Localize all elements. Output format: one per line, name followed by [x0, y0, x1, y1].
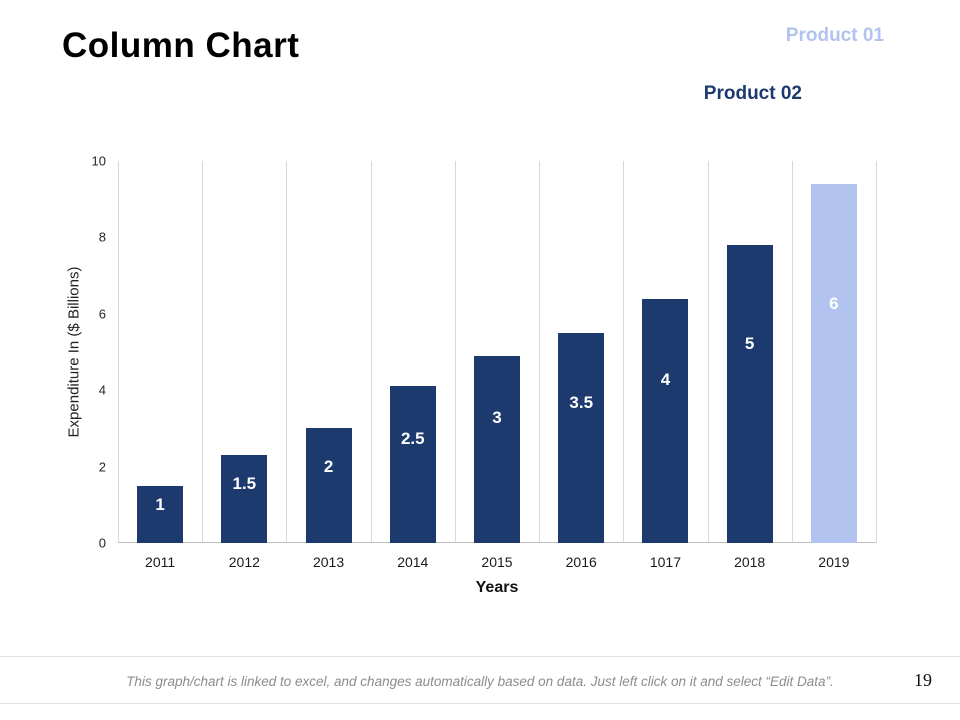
bar-2015: 3 — [474, 355, 520, 543]
vertical-gridline — [454, 161, 456, 543]
bar-2018: 5 — [726, 245, 773, 543]
vertical-gridline — [118, 161, 119, 543]
series-label-product-02: Product 02 — [703, 83, 802, 104]
y-tick-label: 6 — [98, 306, 106, 322]
bar-value-label: 1 — [155, 494, 165, 514]
bar-value-label: 4 — [660, 369, 671, 389]
x-axis-title: Years — [475, 579, 519, 596]
x-tick-label: 2018 — [734, 554, 766, 570]
bar-value-label: 5 — [744, 334, 755, 354]
bar-1017: 4 — [642, 298, 689, 543]
vertical-gridline — [791, 161, 793, 543]
bar-2016: 3.5 — [558, 332, 605, 543]
vertical-gridline — [202, 161, 204, 543]
vertical-gridline — [370, 161, 372, 543]
bar-2014: 2.5 — [389, 386, 436, 543]
y-tick-label: 10 — [91, 153, 106, 169]
bar-2013: 2 — [305, 428, 352, 543]
x-tick-label: 2014 — [397, 554, 429, 570]
bar-value-label: 1.5 — [232, 474, 257, 494]
bar-2011: 1 — [137, 485, 184, 543]
bar-2012: 1.5 — [221, 455, 268, 543]
y-axis-title: Expenditure In ($ Billions) — [65, 266, 83, 438]
x-tick-label: 2016 — [565, 554, 597, 570]
x-tick-label: 2015 — [481, 554, 513, 570]
y-tick-label: 2 — [98, 459, 106, 475]
bar-value-label: 2.5 — [400, 428, 425, 448]
vertical-gridline — [707, 161, 709, 543]
vertical-gridline — [623, 161, 625, 543]
page-number: 19 — [914, 670, 932, 690]
bar-value-label: 6 — [829, 293, 839, 313]
bar-value-label: 3.5 — [569, 392, 594, 412]
footer-divider-bottom — [0, 703, 960, 704]
x-tick-label: 2012 — [228, 554, 260, 570]
series-label-product-01: Product 01 — [785, 25, 884, 46]
plot-area[interactable]: 0 2 4 6 8 10 2011 2012 2013 2014 2015 2016 1017 2018 2… — [92, 154, 877, 570]
x-tick-label: 2013 — [312, 554, 345, 570]
vertical-gridline — [286, 161, 288, 543]
x-tick-label: 2011 — [145, 554, 176, 570]
x-tick-label: 1017 — [649, 554, 682, 570]
footer-note: This graph/chart is linked to excel, and… — [126, 674, 834, 689]
y-tick-label: 4 — [98, 382, 106, 398]
y-tick-label: 0 — [98, 535, 106, 551]
y-tick-label: 8 — [98, 229, 106, 245]
bar-value-label: 2 — [323, 456, 334, 476]
slide-title: Column Chart — [62, 26, 300, 65]
vertical-gridline — [539, 161, 541, 543]
x-tick-label: 2019 — [818, 554, 850, 570]
vertical-gridline — [876, 161, 877, 543]
bar-2019: 6 — [810, 183, 857, 543]
footer-divider-top — [0, 656, 960, 657]
bar-value-label: 3 — [492, 408, 502, 428]
